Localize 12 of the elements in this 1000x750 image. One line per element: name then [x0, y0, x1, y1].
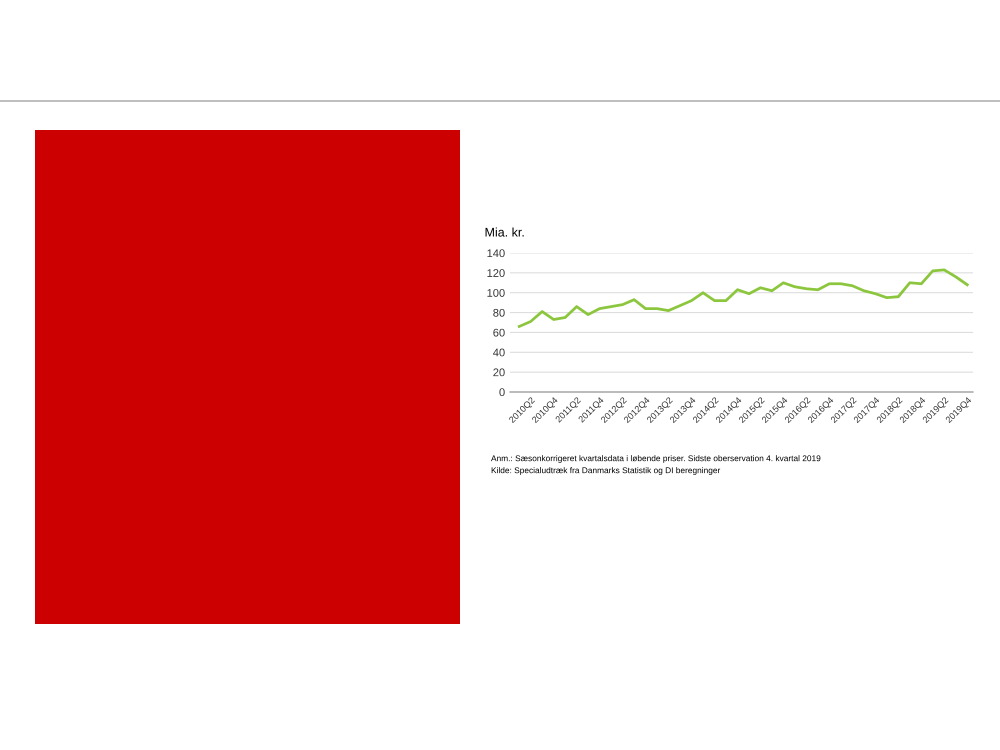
y-tick-label: 60 — [493, 328, 505, 337]
y-tick-label: 100 — [487, 288, 505, 297]
y-tick-label: 20 — [493, 368, 505, 376]
y-tick-label: 80 — [493, 308, 505, 317]
y-tick-label: 0 — [499, 388, 505, 396]
y-axis-title: Mia. kr. — [486, 227, 524, 237]
y-tick-label: 40 — [493, 348, 505, 356]
text: Kilde: Specialudtræk fra Danmarks Statistik og DI beregninger — [492, 467, 720, 475]
line-series — [518, 268, 969, 328]
y-tick-label: 120 — [487, 269, 505, 277]
text: Anm.: Sæsonkorrigeret kvartalsdata i løbende priser. Sidste oberservation 4. kvartal 2019 — [491, 455, 820, 463]
y-tick-label: 140 — [487, 249, 505, 258]
